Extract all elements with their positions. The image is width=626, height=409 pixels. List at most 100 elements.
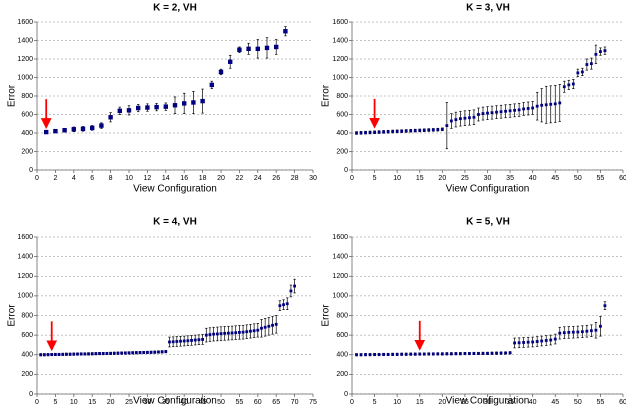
data-point bbox=[531, 340, 535, 344]
x-tick-label: 15 bbox=[88, 399, 96, 406]
data-point bbox=[445, 124, 449, 127]
x-axis-title: View Configuration bbox=[446, 396, 530, 407]
data-point bbox=[127, 351, 131, 355]
data-point bbox=[589, 62, 593, 66]
data-point bbox=[580, 70, 584, 74]
x-tick-label: 60 bbox=[619, 399, 626, 406]
data-point bbox=[105, 352, 109, 355]
x-tick-label: 35 bbox=[506, 175, 514, 182]
x-tick-label: 30 bbox=[484, 175, 492, 182]
data-point bbox=[558, 331, 562, 335]
data-point bbox=[549, 338, 553, 342]
data-point bbox=[87, 352, 90, 356]
data-point bbox=[544, 103, 548, 107]
data-point bbox=[373, 130, 376, 134]
data-point bbox=[544, 339, 548, 342]
y-tick-label: 400 bbox=[21, 352, 33, 359]
x-tick-label: 12 bbox=[144, 175, 152, 182]
x-tick-label: 50 bbox=[574, 399, 582, 406]
data-point bbox=[549, 102, 553, 106]
data-point bbox=[136, 105, 141, 111]
data-point bbox=[400, 352, 404, 356]
x-tick-label: 26 bbox=[272, 175, 280, 182]
data-point bbox=[57, 353, 61, 356]
data-point bbox=[145, 105, 150, 110]
data-point bbox=[490, 111, 494, 115]
data-point bbox=[400, 129, 404, 133]
data-point bbox=[212, 332, 216, 336]
data-point bbox=[90, 125, 95, 131]
data-point bbox=[241, 330, 245, 334]
data-point bbox=[540, 339, 544, 343]
x-tick-label: 20 bbox=[438, 175, 446, 182]
y-tick-label: 1000 bbox=[332, 293, 348, 300]
data-point bbox=[495, 351, 498, 355]
data-point bbox=[377, 353, 381, 356]
data-point bbox=[517, 341, 521, 345]
data-point bbox=[68, 352, 72, 356]
data-point bbox=[576, 71, 580, 75]
data-point bbox=[264, 45, 270, 51]
data-point bbox=[436, 128, 440, 132]
data-point bbox=[204, 333, 208, 337]
x-tick-label: 55 bbox=[597, 399, 605, 406]
data-point bbox=[495, 110, 498, 114]
data-point bbox=[440, 352, 444, 356]
data-point bbox=[440, 127, 444, 131]
data-point bbox=[431, 128, 435, 132]
x-tick-label: 60 bbox=[254, 399, 262, 406]
x-tick-label: 25 bbox=[125, 399, 133, 406]
data-point bbox=[409, 129, 413, 133]
data-point bbox=[126, 108, 132, 113]
data-point bbox=[278, 304, 282, 308]
data-point bbox=[422, 128, 426, 132]
data-point bbox=[245, 330, 249, 334]
y-tick-label: 0 bbox=[29, 391, 33, 398]
y-tick-label: 1400 bbox=[332, 253, 348, 260]
data-point bbox=[468, 352, 471, 355]
data-point bbox=[131, 351, 135, 355]
data-point bbox=[386, 130, 390, 134]
data-point bbox=[594, 52, 598, 56]
y-tick-label: 1400 bbox=[332, 37, 348, 44]
data-point bbox=[504, 109, 507, 113]
x-tick-label: 0 bbox=[350, 399, 354, 406]
x-tick-label: 5 bbox=[53, 399, 57, 406]
x-tick-label: 4 bbox=[72, 175, 76, 182]
data-point bbox=[513, 341, 516, 345]
data-point bbox=[522, 107, 526, 111]
x-axis-title: View Configuration bbox=[446, 184, 530, 195]
data-point bbox=[589, 329, 593, 333]
data-point bbox=[449, 352, 453, 356]
data-point bbox=[293, 284, 296, 288]
data-point bbox=[468, 116, 471, 120]
data-point bbox=[283, 29, 288, 34]
data-point bbox=[567, 83, 571, 87]
data-point bbox=[562, 85, 566, 89]
x-tick-label: 16 bbox=[180, 175, 188, 182]
x-tick-label: 20 bbox=[107, 399, 115, 406]
data-point bbox=[531, 106, 535, 110]
x-tick-label: 20 bbox=[438, 399, 446, 406]
data-point bbox=[256, 328, 260, 332]
data-point bbox=[160, 350, 164, 354]
chart-title: K = 3, VH bbox=[466, 3, 510, 14]
data-point bbox=[80, 126, 86, 132]
data-point bbox=[481, 351, 485, 355]
chart-title: K = 5, VH bbox=[466, 217, 510, 228]
y-axis-title: Error bbox=[7, 84, 18, 107]
data-point bbox=[364, 131, 367, 135]
data-point bbox=[182, 339, 186, 343]
x-tick-label: 10 bbox=[70, 399, 78, 406]
data-point bbox=[282, 303, 285, 307]
data-point bbox=[197, 338, 201, 342]
data-point bbox=[201, 338, 204, 341]
x-tick-label: 30 bbox=[144, 399, 152, 406]
data-point bbox=[157, 350, 160, 354]
data-point bbox=[445, 352, 449, 356]
data-point bbox=[558, 101, 562, 105]
data-point bbox=[562, 331, 566, 335]
y-tick-label: 1600 bbox=[332, 234, 348, 241]
x-tick-label: 30 bbox=[309, 175, 317, 182]
y-tick-label: 200 bbox=[336, 371, 348, 378]
